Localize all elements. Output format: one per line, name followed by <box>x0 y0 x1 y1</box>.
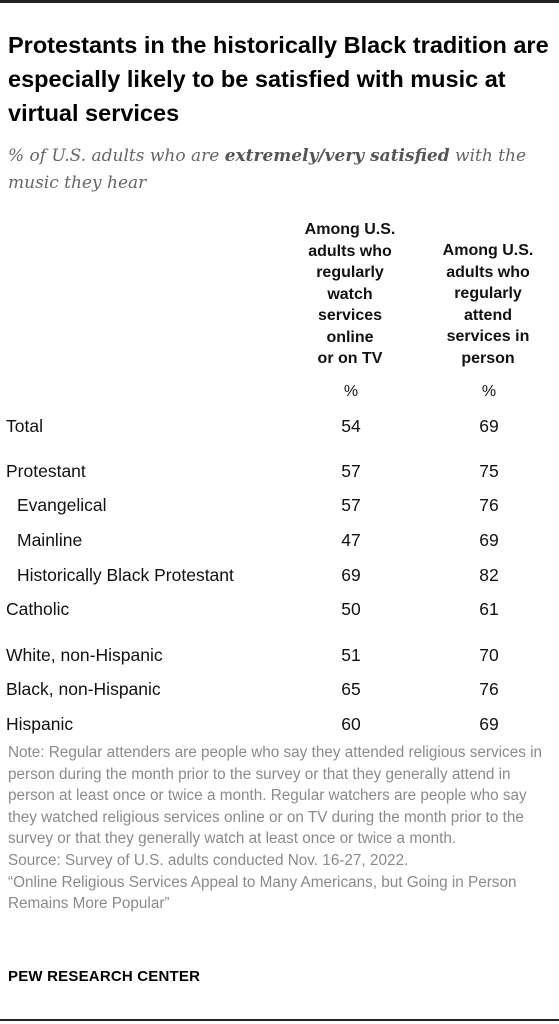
table-row-historically-black-protestant: Historically Black Protestant 69 82 <box>0 563 559 587</box>
table-row-total: Total 54 69 <box>0 414 559 438</box>
table-row-protestant: Protestant 57 75 <box>0 459 559 483</box>
source-text: Source: Survey of U.S. adults conducted … <box>8 851 409 869</box>
value-in-person: 76 <box>479 495 499 515</box>
value-in-person: 69 <box>479 416 499 436</box>
table-row-catholic: Catholic 50 61 <box>0 597 559 621</box>
row-label: Black, non-Hispanic <box>6 679 161 699</box>
value-online: 54 <box>341 416 361 436</box>
table-row-white-non-hispanic: White, non-Hispanic 51 70 <box>0 643 559 667</box>
value-in-person: 76 <box>479 679 499 699</box>
table-row-mainline: Mainline 47 69 <box>0 528 559 552</box>
value-online: 57 <box>341 461 361 481</box>
row-label: Historically Black Protestant <box>17 565 234 585</box>
row-label: Catholic <box>6 599 70 619</box>
row-label: Evangelical <box>17 495 107 515</box>
subtitle-emphasis: extremely/very satisfied <box>224 146 450 166</box>
value-in-person: 70 <box>479 645 499 665</box>
value-online: 57 <box>341 495 361 515</box>
note-text: Note: Regular attenders are people who s… <box>8 744 543 848</box>
value-in-person: 75 <box>479 461 499 481</box>
value-online: 65 <box>341 679 361 699</box>
value-in-person: 69 <box>479 530 499 550</box>
column-unit-online: % <box>343 383 359 400</box>
table-row-evangelical: Evangelical 57 76 <box>0 493 559 517</box>
row-label: Protestant <box>6 461 86 481</box>
value-online: 69 <box>341 565 361 585</box>
value-in-person: 69 <box>479 714 499 734</box>
value-online: 50 <box>341 599 361 619</box>
row-label: White, non-Hispanic <box>6 645 163 665</box>
column-header-in-person: Among U.S. adults who regularly attend s… <box>442 242 534 367</box>
subtitle-suffix: with the music they hear <box>8 146 527 193</box>
brand-logo-text: PEW RESEARCH CENTER <box>8 968 201 985</box>
value-online: 60 <box>341 714 361 734</box>
subtitle-prefix: % of U.S. adults who are <box>8 146 225 166</box>
row-label: Hispanic <box>6 714 74 734</box>
chart-title: Protestants in the historically Black tr… <box>8 32 549 126</box>
value-in-person: 82 <box>479 565 499 585</box>
bottom-rule <box>0 1019 559 1021</box>
table-row-black-non-hispanic: Black, non-Hispanic 65 76 <box>0 677 559 701</box>
value-online: 47 <box>341 530 361 550</box>
report-title: “Online Religious Services Appeal to Man… <box>8 873 517 913</box>
chart-subtitle: % of U.S. adults who are extremely/very … <box>8 143 553 197</box>
table-row-hispanic: Hispanic 60 69 <box>0 712 559 736</box>
row-label: Total <box>6 416 43 436</box>
row-label: Mainline <box>17 530 83 550</box>
footnotes: Note: Regular attenders are people who s… <box>8 742 553 915</box>
column-header-online: Among U.S. adults who regularly watch se… <box>304 221 396 367</box>
column-unit-in-person: % <box>481 383 497 400</box>
top-rule <box>0 0 559 3</box>
value-in-person: 61 <box>479 599 499 619</box>
value-online: 51 <box>341 645 361 665</box>
